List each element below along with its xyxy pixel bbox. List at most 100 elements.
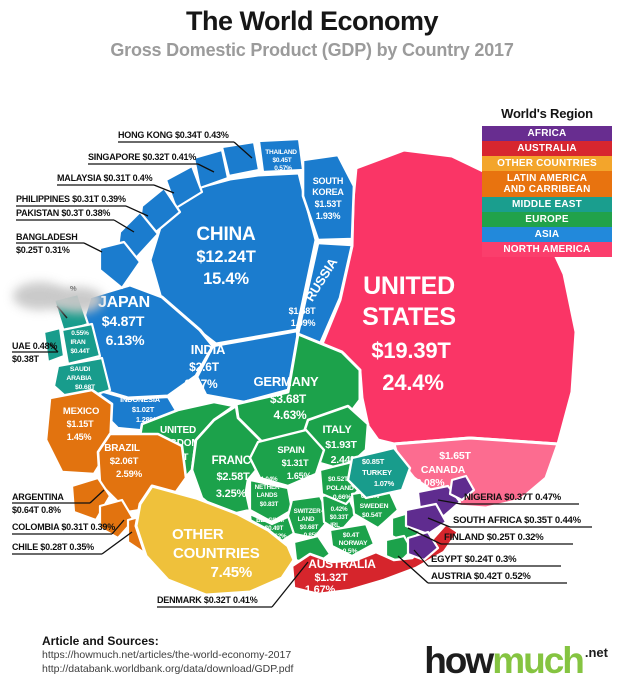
cell-label-mexico: $1.15T (67, 419, 95, 429)
cell-label-norway: $0.4T (343, 532, 360, 539)
redacted-label-blur-1 (52, 287, 104, 313)
cell-bangladesh (98, 240, 142, 290)
cell-shape-netherlands (248, 478, 294, 524)
cell-label-canada: $1.65T (439, 450, 471, 462)
callout-nigeria: NIGERIA $0.37T 0.47% (437, 492, 579, 505)
cell-shape-malaysia (164, 164, 204, 210)
callout-uae: UAE 0.48% $0.38T (12, 341, 59, 364)
cell-label-netherlands: NETHER (255, 484, 280, 491)
callout-leader-line-pakistan (113, 219, 135, 233)
callout-leader-line-philippines (125, 205, 149, 217)
cell-shape-africa-small (448, 474, 476, 502)
cell-label-united-states: UNITED (363, 272, 455, 300)
legend-item-other-countries: OTHER COUNTRIES (482, 156, 612, 171)
callout-leader-line-hong-kong (233, 141, 253, 159)
cell-label-india: $2.6T (189, 360, 220, 374)
cell-label-ireland: $0.33T (330, 514, 349, 521)
cell-label-belgium: $0.49T (265, 525, 284, 532)
page-subtitle: Gross Domestic Product (GDP) by Country … (110, 40, 514, 60)
page-title: The World Economy (185, 6, 439, 36)
cell-label-france: FRANCE (212, 455, 259, 467)
cell-label-ireland: IRL (330, 522, 340, 529)
callout-leader-line-austria (397, 555, 429, 584)
callout-hong-kong: HONG KONG $0.34T 0.43% (118, 130, 253, 159)
cell-label-saudi-arabia: $0.68T (75, 384, 96, 391)
cell-label-turkey: $0.85T (362, 457, 385, 466)
cell-label-china: $12.24T (196, 248, 255, 266)
cell-label-mexico: 1.45% (67, 432, 92, 442)
cell-label-poland: POLAND (326, 485, 354, 492)
legend-item-asia: ASIA (482, 227, 612, 242)
callout-text-singapore: SINGAPORE $0.32T 0.41% (88, 152, 196, 162)
callout-text-argentina: ARGENTINA (12, 492, 64, 502)
cell-label-south-korea: $1.53T (315, 199, 343, 209)
cell-label-japan: $4.87T (102, 313, 145, 329)
cell-shape-iran (60, 322, 102, 366)
cell-shape-south-africa (404, 502, 448, 536)
legend-title: World's Region (501, 106, 593, 121)
cell-label-australia: $1.32T (314, 572, 348, 584)
callout-finland: FINLAND $0.25T 0.32% (407, 527, 573, 545)
callout-bangladesh: BANGLADESH $0.25T 0.31% (16, 232, 103, 255)
cell-label-netherlands: $0.83T (260, 501, 279, 508)
cell-label-belgium: BELGIUM (256, 517, 284, 524)
callout-text-finland: FINLAND $0.25T 0.32% (444, 532, 544, 543)
cell-shape-hong-kong (220, 140, 261, 178)
logo-net-suffix: .net (584, 645, 608, 660)
callout-south-africa: SOUTH AFRICA $0.35T 0.44% (427, 515, 592, 528)
callout-argentina: ARGENTINA $0.64T 0.8% (12, 489, 105, 515)
cell-shape-turkey (346, 446, 412, 500)
callout-pakistan: PAKISTAN $0.3T 0.38% (16, 208, 135, 233)
callout-philippines: PHILIPPINES $0.31T 0.39% (16, 194, 149, 217)
redacted-label: % (13, 282, 104, 319)
cell-singapore (192, 148, 230, 190)
legend-item-europe: EUROPE (482, 212, 612, 227)
cell-shape-spain (248, 428, 326, 488)
cell-label-iran: IRAN (70, 339, 86, 346)
cell-label-switzerland: $0.68T (300, 524, 319, 531)
callout-text-uae: $0.38T (12, 354, 40, 364)
cell-label-russia: $1.58T (289, 306, 317, 316)
callout-text-bangladesh: BANGLADESH (16, 232, 78, 242)
callout-text-south-africa: SOUTH AFRICA $0.35T 0.44% (453, 515, 582, 526)
cell-label-south-korea: 1.93% (316, 211, 341, 221)
cell-label-united-states: 24.4% (382, 370, 443, 395)
cell-label-indonesia: INDONESIA (120, 395, 161, 404)
callout-leader-line-south-africa (427, 517, 451, 528)
callout-leader-line-argentina (89, 489, 105, 504)
cell-label-other-countries: OTHER (172, 526, 224, 543)
callout-text-pakistan: PAKISTAN $0.3T 0.38% (16, 208, 110, 218)
callout-austria: AUSTRIA $0.42T 0.52% (397, 555, 567, 584)
cell-label-brazil: BRAZIL (104, 443, 140, 454)
cell-shape-austria (384, 534, 414, 564)
cell-label-turkey: 1.07% (374, 479, 395, 488)
callout-leader-line-egypt (413, 549, 429, 567)
cell-label-poland: 0.66% (333, 494, 351, 501)
callout-egypt: EGYPT $0.24T 0.3% (413, 549, 561, 567)
cell-label-spain: $1.31T (282, 458, 310, 468)
source-link-worldbank[interactable]: http://databank.worldbank.org/data/downl… (42, 663, 294, 675)
cell-shape-norway (328, 522, 376, 558)
cell-label-france: $2.58T (216, 471, 250, 483)
article-and-sources: Article and Sources: https://howmuch.net… (42, 634, 293, 676)
callout-text-hong-kong: HONG KONG $0.34T 0.43% (118, 130, 229, 140)
callout-leader-line-chile (101, 531, 133, 555)
cell-label-australia: 1.67% (305, 584, 336, 596)
cell-malaysia (164, 164, 204, 210)
cell-label-mexico: MEXICO (63, 406, 99, 417)
cell-label-south-korea: SOUTH (313, 176, 344, 186)
treemap-callouts: HONG KONG $0.34T 0.43% SINGAPORE $0.32T 0… (12, 130, 592, 608)
cell-label-india: 3.27% (184, 377, 218, 391)
callout-text-austria: AUSTRIA $0.42T 0.52% (431, 571, 531, 582)
cell-label-saudi-arabia: SAUDI (70, 366, 90, 373)
callout-leader-line-denmark (271, 561, 309, 608)
source-link-article[interactable]: https://howmuch.net/articles/the-world-e… (42, 649, 292, 661)
cell-label-japan: 6.13% (106, 332, 145, 348)
header: The World Economy Gross Domestic Product… (0, 6, 624, 61)
cell-label-spain: 1.65% (287, 471, 312, 481)
cell-label-australia: AUSTRALIA (308, 557, 376, 571)
cell-label-saudi-arabia: ARABIA (66, 375, 92, 382)
